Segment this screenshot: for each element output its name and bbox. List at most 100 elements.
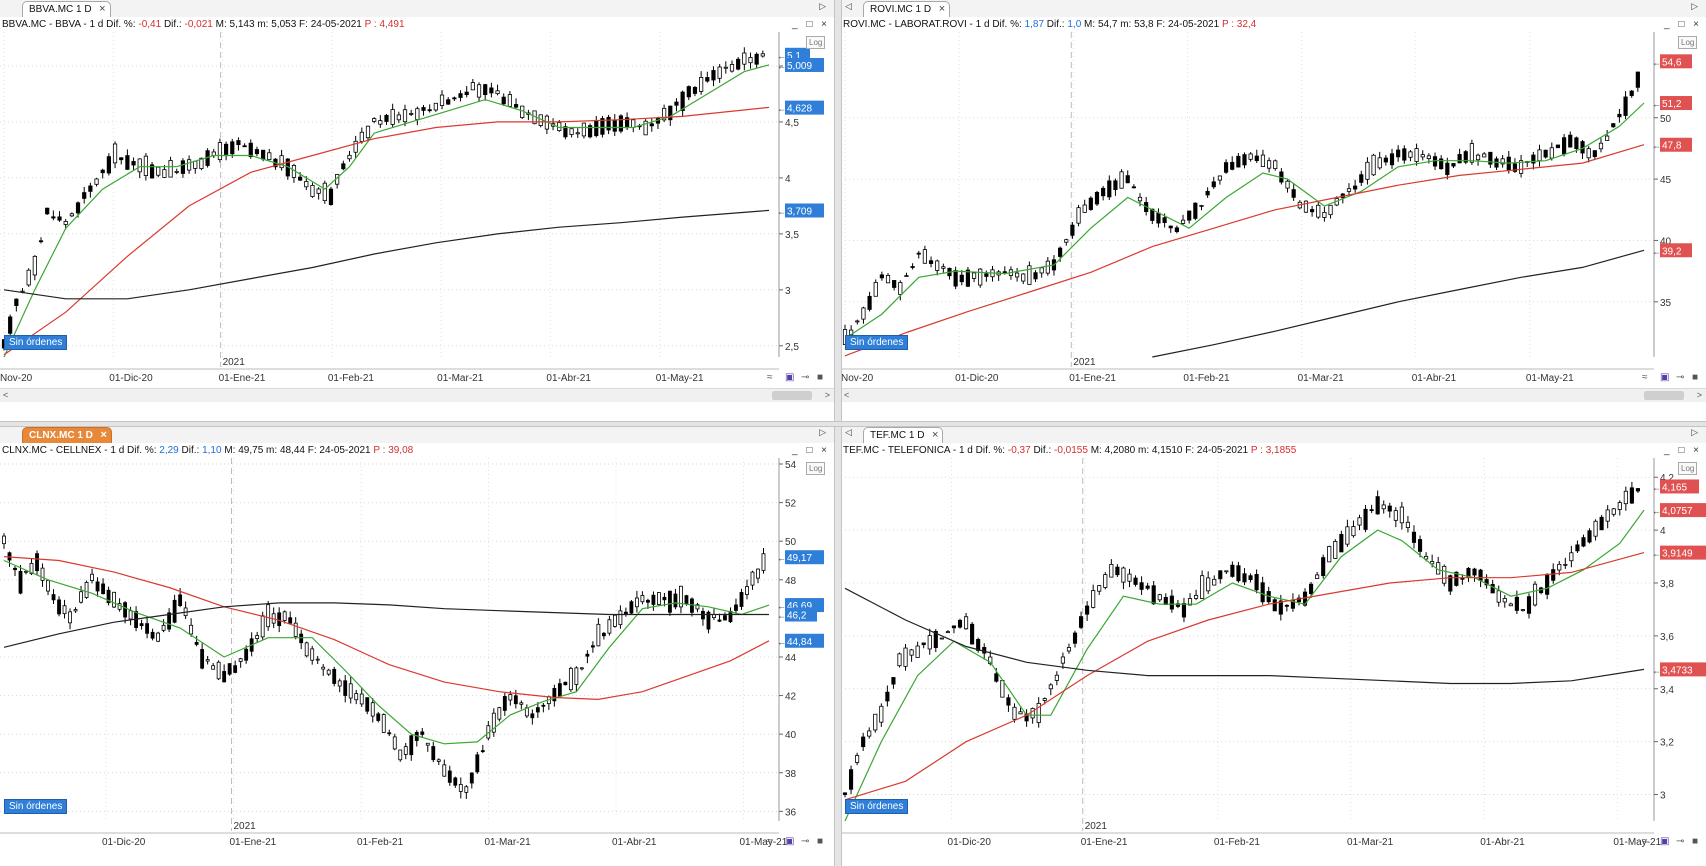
zoom-icon[interactable]: ≈: [767, 836, 773, 847]
candle-body: [1109, 564, 1114, 578]
candle-body: [679, 585, 683, 608]
info-dif: -0,021: [184, 19, 213, 30]
x-tick-label: 01-Mar-21: [1298, 373, 1345, 384]
pin-icon[interactable]: ⊸: [801, 836, 810, 847]
candle-body: [337, 680, 342, 687]
candle-body: [1617, 113, 1622, 118]
moving-average-red: [3, 106, 770, 356]
price-tag-arrow: ←: [777, 637, 786, 647]
tab-scroll-right-icon[interactable]: ▷: [1691, 427, 1698, 437]
candle-body: [1018, 711, 1023, 715]
close-tab-icon[interactable]: ×: [932, 429, 939, 441]
log-scale-toggle[interactable]: Log: [1678, 36, 1698, 49]
scroll-thumb[interactable]: [1644, 391, 1684, 400]
zoom-icon[interactable]: ≈: [767, 372, 773, 383]
scroll-thumb[interactable]: [772, 391, 812, 400]
save-icon[interactable]: ▣: [1660, 372, 1670, 383]
candle-body: [649, 123, 654, 127]
pin-icon[interactable]: ⊸: [801, 372, 810, 383]
close-tab-icon[interactable]: ×: [99, 3, 106, 15]
candle-body: [1405, 521, 1410, 528]
tab-scroll-left-icon[interactable]: ◁: [845, 1, 852, 11]
save-icon[interactable]: ▣: [785, 372, 795, 383]
vertical-splitter[interactable]: [834, 0, 842, 866]
save-icon[interactable]: ▣: [785, 836, 795, 847]
chart-tab-tef[interactable]: TEF.MC 1 D ×: [863, 427, 944, 443]
log-scale-toggle[interactable]: Log: [1678, 462, 1698, 475]
price-tag-arrow: ←: [1652, 482, 1661, 492]
close-tab-icon[interactable]: ×: [938, 3, 946, 15]
color-box-icon[interactable]: ■: [817, 836, 824, 847]
window-controls[interactable]: _ □ ×: [792, 445, 830, 456]
tab-scroll-right-icon[interactable]: ▷: [1691, 1, 1698, 11]
horizontal-scrollbar[interactable]: < >: [0, 388, 834, 402]
save-icon[interactable]: ▣: [1660, 836, 1670, 847]
chart-pane-tef: ◁ TEF.MC 1 D × ▷ TEF.MC - TELEFONICA - 1 d D…: [841, 426, 1706, 866]
candle-body: [322, 182, 327, 202]
chart-plot-area[interactable]: 2021 36 38 40 42 44 48 50 52 54 ← 49,17 ← 46,69 ← 46,2 ←…: [0, 458, 834, 851]
scroll-left-icon[interactable]: <: [3, 390, 9, 400]
chart-tab-clnx[interactable]: CLNX.MC 1 D ×: [22, 427, 112, 443]
candle-body: [662, 107, 667, 121]
zoom-icon[interactable]: ≈: [1642, 836, 1648, 847]
quote-info-bar: CLNX.MC - CELLNEX - 1 d Dif. %: 2,29 Dif…: [0, 443, 834, 458]
candle-body: [873, 713, 878, 731]
candle-body: [1187, 598, 1193, 606]
chart-tab-rovi[interactable]: ROVI.MC 1 D ×: [863, 1, 951, 17]
candle-body: [873, 281, 878, 297]
candle-body: [79, 591, 83, 603]
chart-plot-area[interactable]: 20212,533,544,55←5,1←5,009←4,628←3,709No…: [0, 32, 834, 387]
candle-body: [326, 669, 331, 675]
scroll-right-icon[interactable]: >: [1696, 390, 1702, 400]
chart-plot-area[interactable]: 2021 3 3,2 3,4 3,6 3,8 4 4,2 ← 4,165 ← 4,0757 ← 3,914…: [841, 458, 1706, 851]
info-dif: -0,0155: [1054, 445, 1088, 456]
scroll-right-icon[interactable]: >: [824, 390, 830, 400]
close-tab-icon[interactable]: ×: [100, 429, 107, 441]
candle-body: [332, 668, 337, 684]
chart-plot-area[interactable]: 2021 35 40 45 50 ← 54,6 ← 51,2 ← 47,8 ← 39,2 Nov-20 01…: [841, 32, 1706, 387]
log-scale-toggle[interactable]: Log: [806, 462, 826, 475]
window-controls[interactable]: _ □ ×: [1664, 19, 1702, 30]
window-controls[interactable]: _ □ ×: [1664, 445, 1702, 456]
log-scale-toggle[interactable]: Log: [806, 36, 826, 49]
horizontal-splitter[interactable]: [0, 421, 1706, 427]
y-tick-label: 40: [785, 730, 797, 741]
candle-body: [1163, 597, 1168, 605]
price-tag: ← 4,628: [777, 100, 824, 115]
candle-body: [409, 735, 414, 756]
candle-body: [293, 622, 298, 637]
tab-scroll-right-icon[interactable]: ▷: [819, 427, 826, 437]
candle-body: [469, 772, 474, 784]
tab-scroll-left-icon[interactable]: ◁: [845, 427, 852, 437]
candle-body: [348, 683, 353, 699]
pin-icon[interactable]: ⊸: [1676, 836, 1685, 847]
candle-body: [1345, 526, 1350, 545]
tab-scroll-right-icon[interactable]: ▷: [819, 1, 826, 11]
zoom-icon[interactable]: ≈: [1642, 372, 1648, 383]
color-box-icon[interactable]: ■: [1692, 836, 1699, 847]
pin-icon[interactable]: ⊸: [1676, 372, 1685, 383]
candle-body: [1575, 544, 1580, 552]
color-box-icon[interactable]: ■: [817, 372, 824, 383]
color-box-icon[interactable]: ■: [1692, 372, 1699, 383]
candle-body: [1193, 202, 1198, 219]
candle-body: [939, 637, 944, 640]
candle-body: [885, 691, 890, 702]
candle-body: [1472, 568, 1477, 576]
info-max: 4,2080: [1104, 445, 1136, 456]
horizontal-scrollbar[interactable]: < >: [841, 388, 1706, 402]
price-tag: ← 47,8: [1652, 137, 1692, 152]
candle-body: [1291, 189, 1296, 198]
chart-tab-bbva[interactable]: BBVA.MC 1 D ×: [22, 1, 111, 17]
moving-average-black: [3, 209, 770, 300]
candle-body: [199, 157, 204, 169]
candle-body: [1426, 155, 1431, 160]
window-controls[interactable]: _ □ ×: [792, 19, 830, 30]
candle-body: [711, 70, 716, 81]
candle-body: [94, 178, 99, 185]
quote-info-bar: ROVI.MC - LABORAT.ROVI - 1 d Dif. %: 1,8…: [841, 17, 1706, 32]
candle-body: [1411, 531, 1417, 543]
candle-body: [1145, 585, 1150, 589]
scroll-left-icon[interactable]: <: [844, 390, 850, 400]
candle-body: [1131, 186, 1136, 189]
